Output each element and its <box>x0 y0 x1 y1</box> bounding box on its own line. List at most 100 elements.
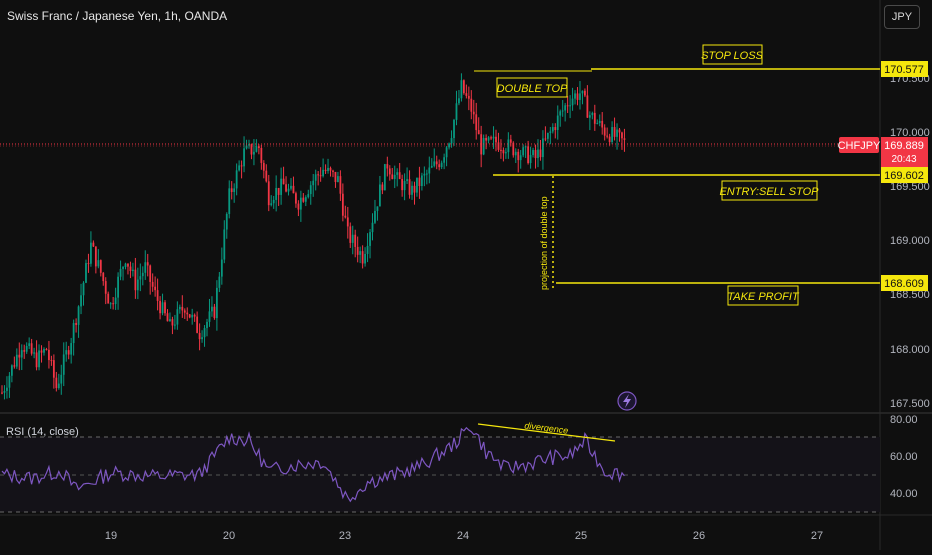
candle-body <box>502 150 505 154</box>
candle-body <box>341 193 344 216</box>
candle-body <box>401 178 404 191</box>
candle-body <box>272 199 275 204</box>
candle-body <box>3 390 6 393</box>
candle-body <box>282 178 285 185</box>
candle-body <box>586 95 589 118</box>
candle-body <box>60 374 63 384</box>
candle-body <box>337 176 339 183</box>
candle-body <box>193 314 196 317</box>
candle-body <box>430 165 433 168</box>
rsi-title[interactable]: RSI (14, close) <box>6 426 79 438</box>
candle-body <box>408 179 411 195</box>
candle-body <box>369 232 371 246</box>
candle-body <box>265 170 268 182</box>
time-label: 24 <box>457 530 469 542</box>
candle-body <box>1 392 3 394</box>
candle-body <box>235 170 238 189</box>
chart-title[interactable]: Swiss Franc / Japanese Yen, 1h, OANDA <box>7 9 228 23</box>
candle-body <box>159 300 161 314</box>
candle-body <box>386 164 389 169</box>
entry-box[interactable] <box>721 180 818 201</box>
price-tick: 167.500 <box>890 398 930 410</box>
candle-body <box>524 146 527 148</box>
candle-body <box>223 229 226 260</box>
lightning-icon[interactable] <box>617 391 637 411</box>
candle-body <box>504 152 507 154</box>
candle-body <box>94 246 97 267</box>
candle-body <box>398 172 401 179</box>
candle-body <box>379 184 381 207</box>
candle-body <box>186 312 189 315</box>
stop-loss-box[interactable] <box>702 44 763 65</box>
candle-body <box>141 272 144 277</box>
candle-body <box>596 123 599 125</box>
candle-body <box>440 162 443 168</box>
candle-body <box>280 178 283 195</box>
candle-body <box>453 119 455 139</box>
candle-body <box>6 387 8 391</box>
candle-body <box>277 187 280 195</box>
candle-body <box>99 260 102 273</box>
candle-body <box>13 365 16 367</box>
candle-body <box>480 134 483 155</box>
candle-body <box>257 146 260 148</box>
candle-body <box>114 297 117 305</box>
candle-body <box>571 98 574 106</box>
current-price-tag <box>881 137 928 167</box>
candle-body <box>606 135 609 137</box>
candle-body <box>495 136 497 143</box>
candle-body <box>435 161 438 165</box>
symbol-label: CHFJPY <box>838 140 881 152</box>
candle-body <box>425 173 428 175</box>
candle-body <box>25 346 28 352</box>
candle-body <box>475 114 478 131</box>
currency-button[interactable]: JPY <box>884 5 920 29</box>
candle-body <box>218 276 221 288</box>
candle-body <box>546 132 549 139</box>
candle-body <box>104 281 107 294</box>
candle-body <box>443 157 446 163</box>
candle-body <box>127 263 129 267</box>
candle-body <box>82 282 85 296</box>
candle-body <box>238 165 241 171</box>
take-profit-price-tag <box>881 275 928 291</box>
candle-body <box>564 105 567 111</box>
candle-body <box>329 167 332 171</box>
candle-body <box>40 350 43 353</box>
time-label: 25 <box>575 530 587 542</box>
price-axis[interactable]: 170.500 170.000 169.500 169.000 168.500 … <box>890 73 930 410</box>
candle-body <box>344 215 347 218</box>
candle-body <box>144 262 147 273</box>
candlestick-series <box>1 73 626 400</box>
candle-body <box>539 149 542 158</box>
candle-body <box>621 132 623 139</box>
candle-body <box>391 174 394 179</box>
double-top-box[interactable] <box>496 77 568 98</box>
candle-body <box>62 354 65 375</box>
candle-body <box>616 129 618 137</box>
candle-body <box>467 95 470 99</box>
candle-body <box>72 323 75 344</box>
candle-body <box>80 295 82 307</box>
candle-body <box>509 139 512 143</box>
candle-body <box>364 253 366 264</box>
candle-body <box>50 360 53 362</box>
take-profit-box[interactable] <box>727 285 799 306</box>
candle-body <box>561 110 564 112</box>
candle-body <box>267 181 270 206</box>
candle-body <box>492 136 495 139</box>
candle-body <box>566 105 569 107</box>
candle-body <box>551 127 554 132</box>
candle-body <box>297 203 300 210</box>
candle-body <box>119 268 122 277</box>
rsi-tick: 80.00 <box>890 414 918 426</box>
candle-body <box>549 131 552 133</box>
candle-body <box>35 352 38 368</box>
candle-body <box>458 98 460 104</box>
candle-body <box>588 115 591 118</box>
candle-body <box>228 188 231 214</box>
candle-body <box>413 185 416 193</box>
divergence-label: divergence <box>524 420 569 435</box>
